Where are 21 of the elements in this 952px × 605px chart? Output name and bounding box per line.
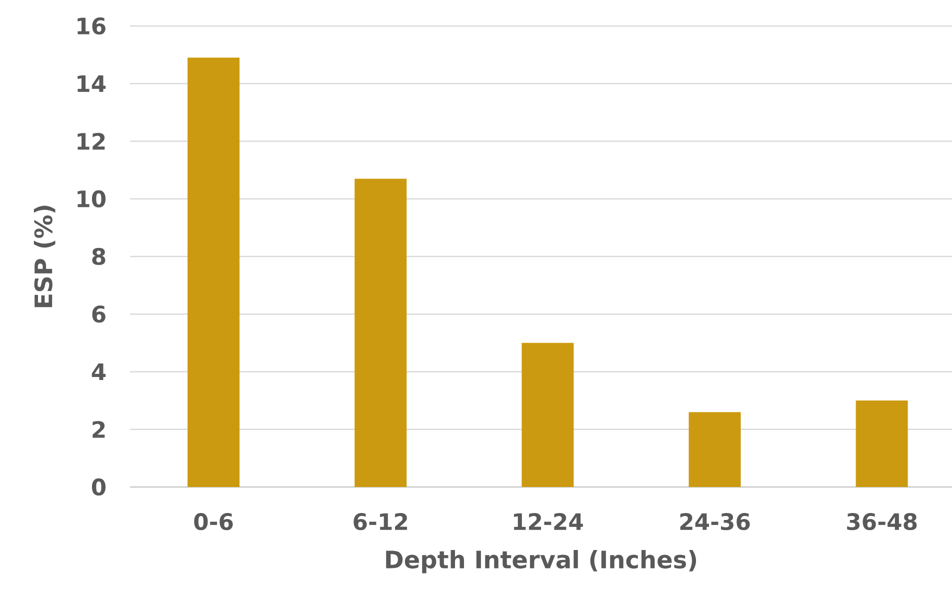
y-tick-label: 8 [92,248,106,266]
y-tick-label: 0 [92,478,106,496]
y-axis-title: ESP (%) [34,206,56,308]
y-tick-label: 16 [78,17,106,35]
y-tick-label: 12 [78,132,105,150]
x-tick-label: 6-12 [354,513,408,530]
y-tick-label: 14 [78,75,106,92]
x-tick-label: 24-36 [680,513,750,530]
y-tick-label: 6 [92,306,106,323]
y-tick-label: 10 [78,190,106,208]
bar [188,58,240,487]
y-tick-label: 4 [92,363,106,380]
y-tick-label: 2 [92,420,105,438]
x-tick-label: 0-6 [194,513,233,530]
bar [354,178,407,487]
bar [856,400,908,487]
x-tick-label: 12-24 [514,513,583,530]
bar [522,342,574,487]
bar [688,412,741,487]
x-axis-title: Depth Interval (Inches) [386,550,696,574]
x-tick-label: 36-48 [847,513,917,530]
